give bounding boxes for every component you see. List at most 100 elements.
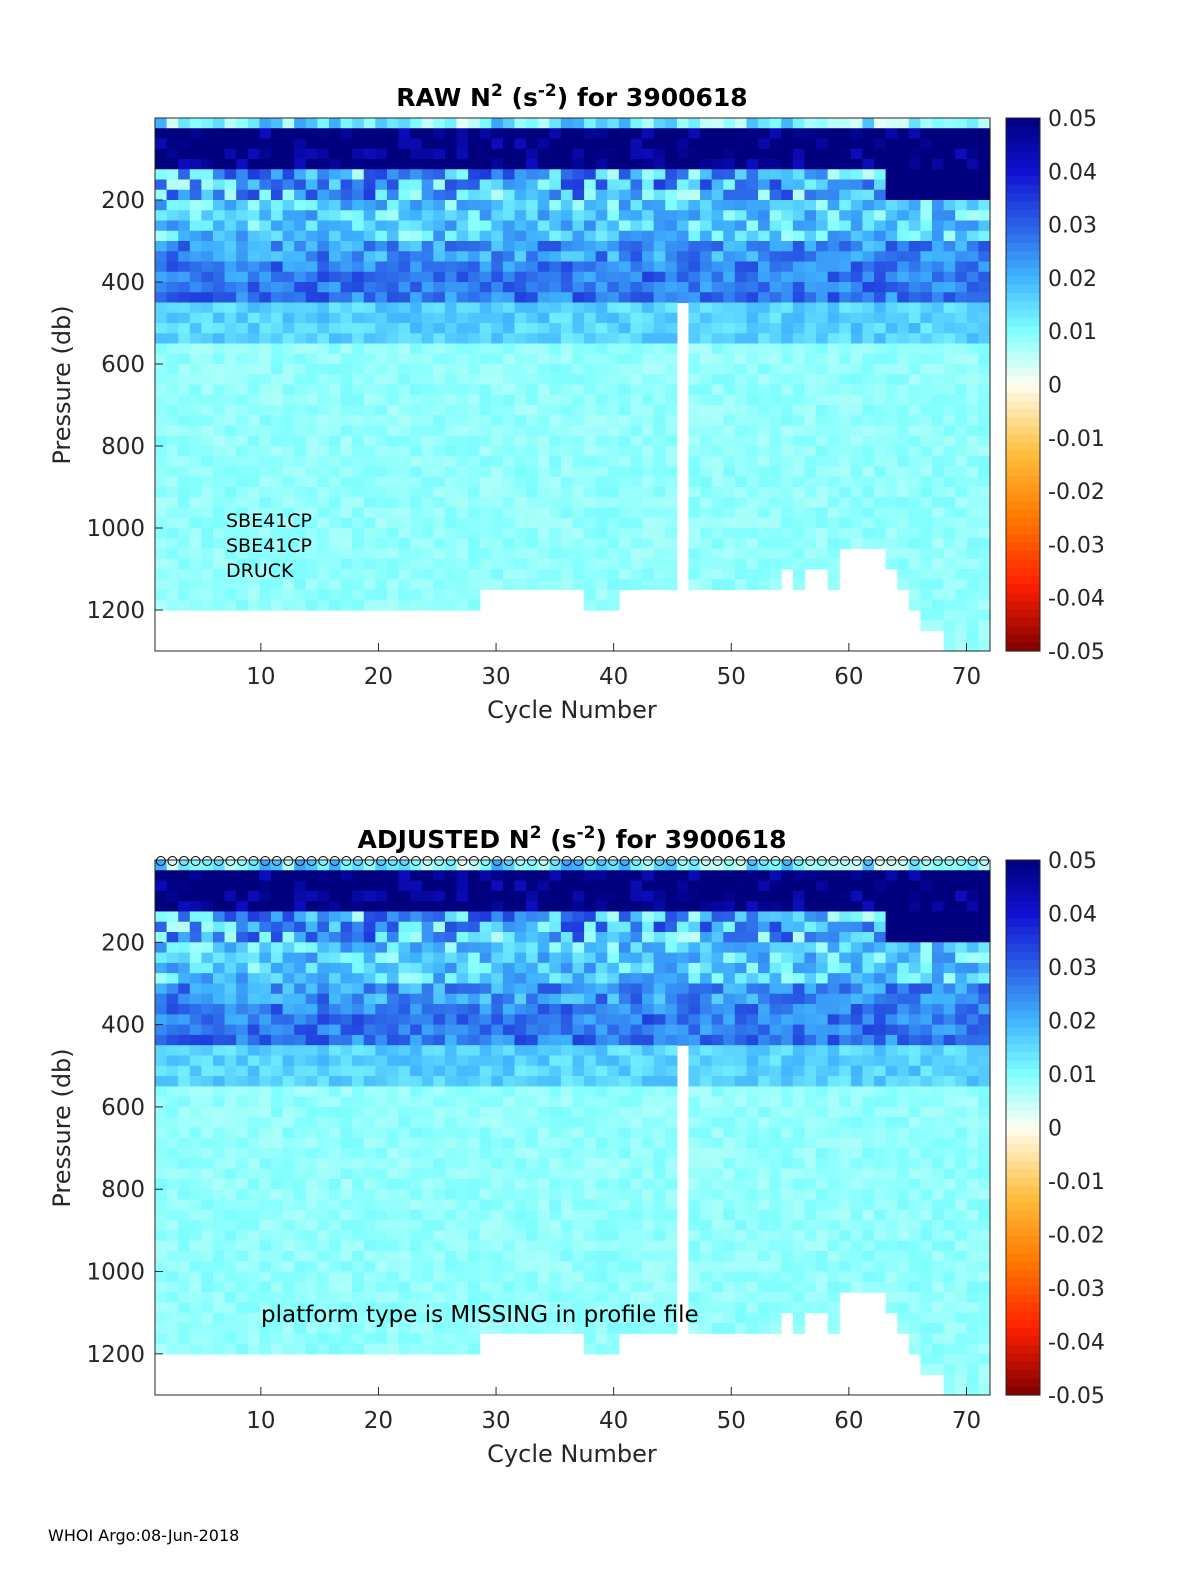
heatmap-cell (723, 558, 736, 570)
heatmap-cell (340, 220, 353, 232)
heatmap-cell (224, 128, 237, 140)
heatmap-cell (398, 456, 411, 468)
heatmap-cell (189, 993, 202, 1005)
heatmap-cell (410, 911, 423, 923)
heatmap-cell (340, 921, 353, 933)
heatmap-cell (630, 189, 643, 201)
heatmap-cell (723, 548, 736, 560)
heatmap-cell (340, 138, 353, 150)
heatmap-cell (897, 425, 910, 437)
heatmap-cell (340, 364, 353, 375)
heatmap-cell (758, 282, 771, 293)
heatmap-cell (874, 476, 887, 488)
heatmap-cell (723, 466, 736, 478)
heatmap-cell (630, 179, 643, 191)
heatmap-cell (201, 1024, 214, 1036)
heatmap-cell (340, 159, 353, 170)
heatmap-cell (166, 507, 179, 519)
heatmap-cell (491, 456, 504, 468)
heatmap-cell (166, 394, 179, 406)
heatmap-cell (978, 589, 991, 601)
heatmap-cell (491, 1014, 504, 1026)
heatmap-cell (340, 962, 353, 974)
heatmap-cell (189, 476, 202, 488)
heatmap-cell (386, 1096, 400, 1108)
heatmap-cell (642, 405, 655, 416)
heatmap-cell (456, 189, 469, 201)
heatmap-cell (537, 333, 550, 345)
heatmap-cell (746, 435, 759, 447)
colorbar-swatch (1006, 534, 1040, 544)
heatmap-cell (328, 962, 342, 974)
heatmap-cell (862, 138, 875, 150)
heatmap-cell (468, 1024, 481, 1036)
heatmap-cell (294, 1158, 307, 1170)
heatmap-cell (491, 466, 504, 478)
heatmap-cell (236, 1034, 249, 1046)
heatmap-cell (363, 558, 376, 570)
heatmap-cell (340, 230, 353, 242)
heatmap-cell (444, 1220, 458, 1231)
heatmap-cell (468, 302, 481, 314)
heatmap-cell (444, 148, 458, 160)
heatmap-cell (491, 384, 504, 396)
heatmap-cell (166, 973, 179, 985)
heatmap-cell (839, 241, 852, 252)
heatmap-cell (201, 302, 214, 314)
heatmap-cell (827, 333, 840, 345)
heatmap-cell (155, 890, 168, 902)
heatmap-cell (421, 880, 434, 892)
heatmap-cell (700, 487, 713, 498)
heatmap-cell (502, 1261, 516, 1273)
heatmap-cell (166, 466, 179, 478)
heatmap-cell (421, 1158, 434, 1170)
heatmap-cell (804, 282, 817, 293)
heatmap-cell (305, 251, 318, 263)
heatmap-cell (166, 1209, 179, 1221)
heatmap-cell (444, 189, 458, 201)
heatmap-cell (294, 911, 307, 923)
heatmap-cell (259, 1240, 272, 1252)
heatmap-cell (352, 1220, 365, 1231)
heatmap-cell (630, 528, 643, 539)
heatmap-cell (178, 435, 191, 447)
heatmap-cell (758, 353, 771, 365)
heatmap-cell (908, 497, 922, 509)
heatmap-cell (189, 446, 202, 457)
heatmap-cell (746, 558, 759, 570)
heatmap-cell (352, 343, 365, 355)
heatmap-cell (816, 435, 829, 447)
heatmap-cell (630, 517, 643, 529)
heatmap-cell (166, 1034, 179, 1046)
heatmap-cell (305, 548, 318, 560)
heatmap-cell (421, 159, 434, 170)
heatmap-cell (456, 179, 469, 191)
heatmap-cell (502, 1302, 516, 1314)
heatmap-cell (897, 497, 910, 509)
heatmap-cell (468, 962, 481, 974)
heatmap-cell (247, 983, 260, 995)
heatmap-cell (328, 159, 342, 170)
heatmap-cell (352, 1148, 365, 1159)
heatmap-cell (212, 251, 226, 263)
heatmap-cell (966, 179, 980, 191)
heatmap-cell (352, 558, 365, 570)
heatmap-cell (723, 230, 736, 242)
heatmap-cell (804, 507, 817, 519)
heatmap-cell (155, 261, 168, 273)
colorbar-swatch (1006, 601, 1040, 610)
heatmap-cell (305, 1312, 318, 1324)
heatmap-cell (630, 538, 643, 550)
heatmap-cell (978, 507, 991, 519)
heatmap-cell (444, 1312, 458, 1324)
heatmap-cell (433, 210, 446, 222)
heatmap-cell (352, 1086, 365, 1098)
heatmap-cell (723, 517, 736, 529)
heatmap-cell (456, 323, 469, 334)
heatmap-cell (340, 1065, 353, 1077)
heatmap-cell (688, 364, 701, 375)
heatmap-cell (850, 394, 864, 406)
heatmap-cell (526, 384, 539, 396)
heatmap-cell (352, 138, 365, 150)
heatmap-cell (584, 589, 597, 601)
